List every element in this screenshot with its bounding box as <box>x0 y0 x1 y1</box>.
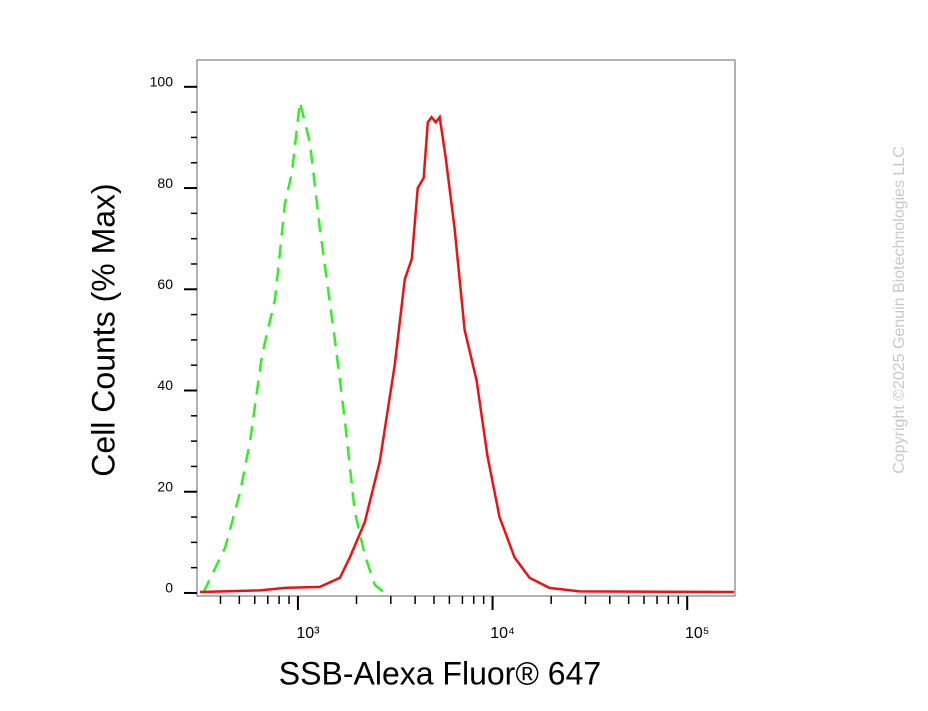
histogram-line <box>199 114 735 594</box>
y-tick-label: 40 <box>157 377 173 393</box>
y-tick-label: 80 <box>157 175 173 191</box>
x-tick-label: 10³ <box>296 625 320 642</box>
watermark: Copyright ©2025 Genuin Biotechnologies L… <box>891 146 908 474</box>
histogram-line <box>202 101 386 594</box>
y-tick-label: 60 <box>157 276 173 292</box>
x-tick-label: 10⁴ <box>490 625 515 642</box>
y-tick-label: 100 <box>150 74 174 90</box>
x-tick-label: 10⁵ <box>685 625 709 642</box>
x-axis-label: SSB-Alexa Fluor® 647 <box>279 655 601 691</box>
y-tick-label: 20 <box>157 478 173 494</box>
y-axis-label: Cell Counts (% Max) <box>85 183 121 476</box>
y-tick-label: 0 <box>165 580 173 596</box>
plot-frame <box>196 59 736 597</box>
